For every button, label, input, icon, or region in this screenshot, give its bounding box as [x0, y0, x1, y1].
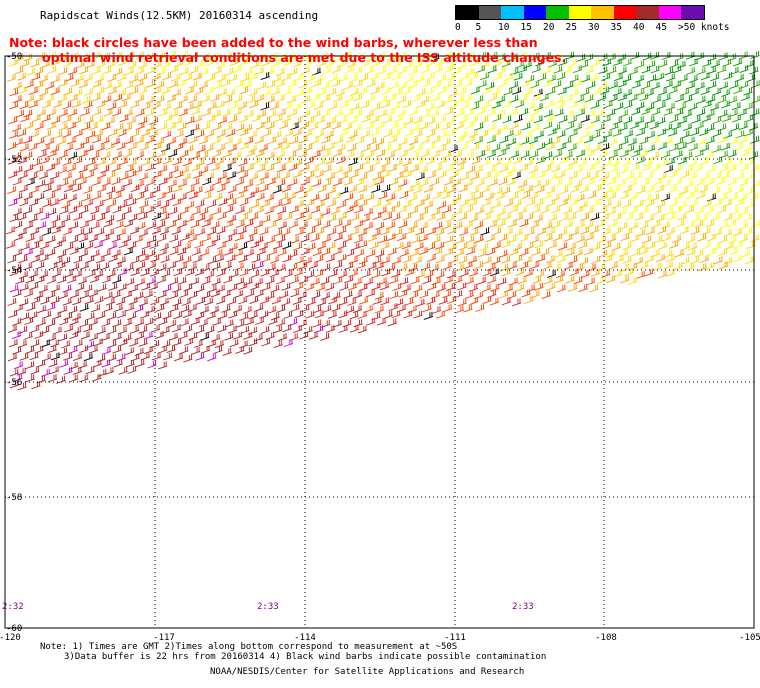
- longitude-label: -105: [739, 633, 760, 643]
- map-grid: [4, 55, 755, 629]
- legend-label: >50 knots: [678, 22, 730, 33]
- legend-label: 20: [543, 22, 555, 33]
- legend-label: 0: [455, 22, 461, 33]
- legend-swatch: [456, 6, 479, 19]
- legend-swatch: [636, 6, 659, 19]
- longitude-label: -120: [0, 633, 21, 643]
- red-note-line-1: Note: black circles have been added to t…: [9, 35, 538, 50]
- latitude-label: -52: [6, 155, 22, 165]
- latitude-label: -50: [6, 52, 22, 62]
- longitude-label: -117: [153, 633, 175, 643]
- legend-label: 35: [610, 22, 622, 33]
- map-frame: [4, 55, 755, 629]
- legend-swatch: [681, 6, 704, 19]
- map-title: Rapidscat Winds(12.5KM) 20160314 ascendi…: [40, 9, 319, 22]
- legend-label: 40: [633, 22, 645, 33]
- wind-speed-legend: 0 5 10 15 20 25 30 35 40 45 >50 knots: [455, 5, 729, 33]
- legend-labels: 0 5 10 15 20 25 30 35 40 45 >50 knots: [455, 20, 729, 33]
- wind-barbs-layer: [5, 50, 760, 391]
- longitude-label: -114: [294, 633, 316, 643]
- time-label: 2:32: [2, 602, 24, 612]
- legend-swatch: [568, 6, 591, 19]
- legend-swatch: [523, 6, 546, 19]
- longitude-label: -108: [595, 633, 617, 643]
- red-note-line-2: optimal wind retrieval conditions are me…: [42, 50, 567, 65]
- legend-label: 25: [565, 22, 577, 33]
- legend-swatch: [546, 6, 569, 19]
- legend-label: 15: [520, 22, 532, 33]
- legend-color-bar: [455, 5, 705, 20]
- latitude-label: -60: [6, 624, 22, 634]
- longitude-label: -111: [444, 633, 466, 643]
- legend-swatch: [658, 6, 681, 19]
- time-label: 2:33: [512, 602, 534, 612]
- legend-label: 45: [655, 22, 667, 33]
- footer-note-line-2: 3)Data buffer is 22 hrs from 20160314 4)…: [64, 652, 547, 662]
- legend-swatch: [591, 6, 614, 19]
- latitude-label: -58: [6, 493, 22, 503]
- legend-swatch: [501, 6, 524, 19]
- time-label: 2:33: [257, 602, 279, 612]
- legend-label: 10: [498, 22, 510, 33]
- legend-swatch: [478, 6, 501, 19]
- footer-note-line-1: Note: 1) Times are GMT 2)Times along bot…: [40, 642, 458, 652]
- legend-label: 5: [475, 22, 482, 33]
- legend-swatch: [613, 6, 636, 19]
- latitude-label: -56: [6, 378, 22, 388]
- map-axis-labels: -120 -117 -114 -111 -108 -105 -50 -52 -54 -56 -58 -…: [0, 52, 760, 643]
- legend-label: 30: [588, 22, 600, 33]
- latitude-label: -54: [6, 266, 22, 276]
- footer-credit: NOAA/NESDIS/Center for Satellite Applica…: [210, 667, 525, 677]
